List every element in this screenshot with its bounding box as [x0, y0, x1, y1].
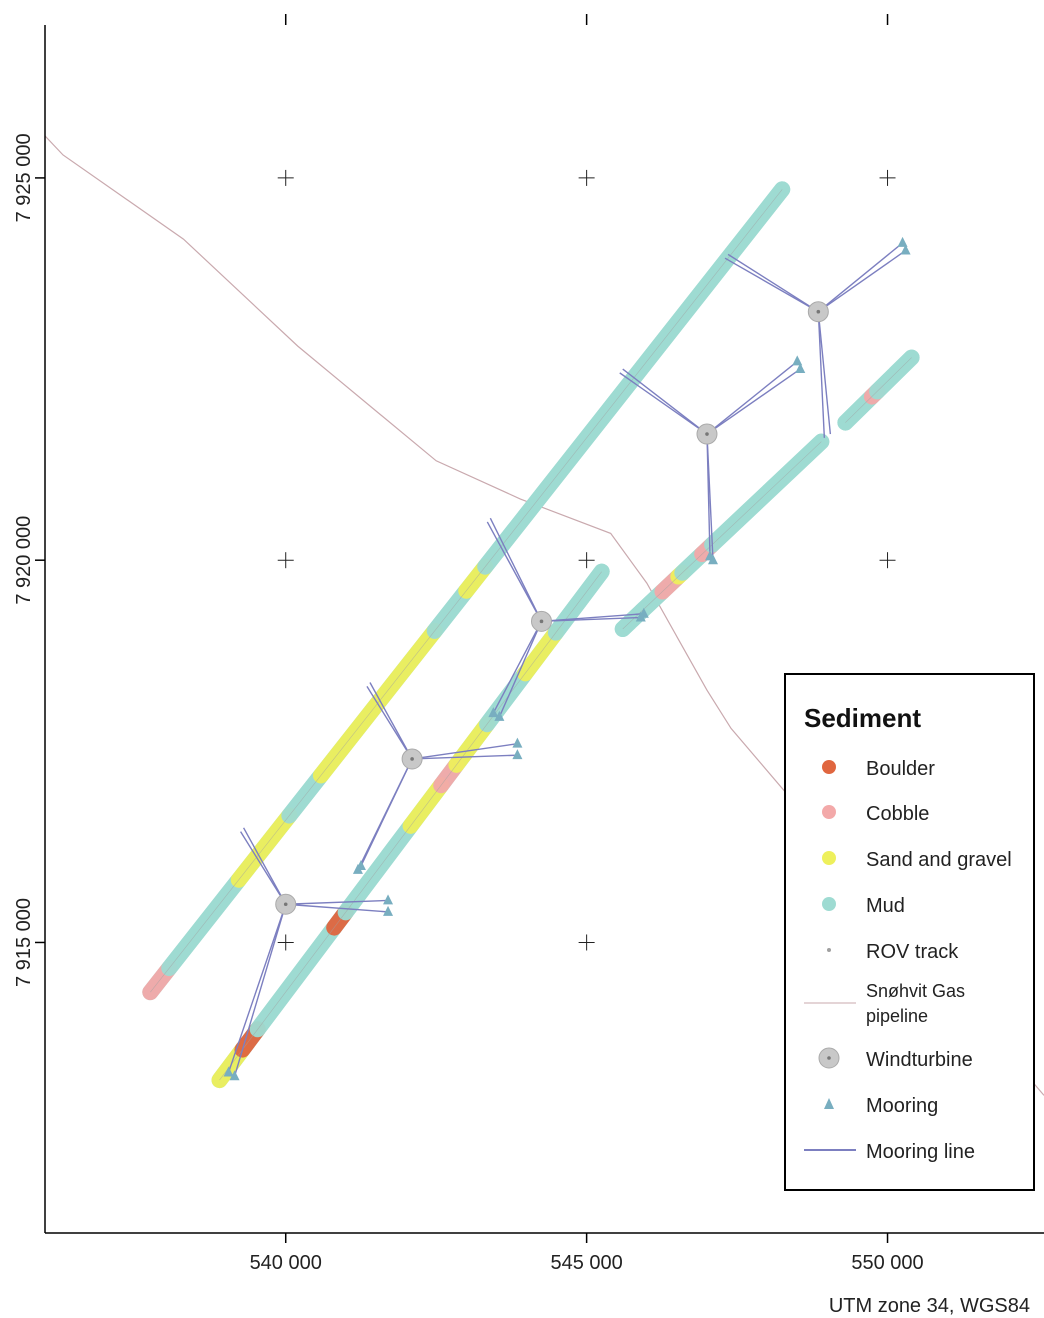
legend: Sediment Boulder Cobble Sand and gravel … — [784, 673, 1035, 1191]
mooring-line — [817, 311, 832, 435]
legend-cobble-label: Cobble — [866, 803, 929, 825]
pipeline-layer — [45, 135, 1044, 1096]
y-tick-label: 7 915 000 — [13, 898, 35, 987]
mooring-line — [727, 253, 819, 313]
mooring-line — [412, 742, 518, 760]
mooring-line — [227, 904, 287, 1073]
mooring-line — [619, 372, 708, 435]
mooring-2 — [383, 894, 394, 905]
mooring-line — [233, 904, 287, 1077]
mooring-8 — [512, 737, 523, 748]
mooring-line — [486, 521, 543, 622]
legend-windturbine-center — [827, 1056, 831, 1060]
plot-area — [45, 135, 1044, 1096]
mooring-line — [242, 827, 287, 905]
map-frame — [44, 25, 1044, 1234]
x-tick-label: 540 000 — [250, 1252, 322, 1274]
x-tick-label: 545 000 — [550, 1252, 622, 1274]
mooring-line — [541, 616, 641, 623]
mooring-line — [357, 758, 413, 871]
mooring-line — [622, 368, 708, 435]
legend-cobble-swatch — [822, 805, 836, 819]
mooring-5 — [352, 863, 363, 874]
legend-rov-swatch — [827, 948, 831, 952]
crs-label: UTM zone 34, WGS84 — [828, 1295, 1030, 1317]
mooring-line-layer — [227, 242, 906, 1077]
rov-track-line-2 — [622, 441, 822, 630]
legend-rov-label: ROV track — [866, 941, 959, 963]
y-tick-label: 7 920 000 — [13, 516, 35, 605]
mooring-line — [285, 899, 389, 905]
rov-track-line-3 — [845, 357, 912, 423]
mooring-line — [366, 685, 413, 760]
mooring-line — [817, 242, 904, 313]
mooring-line — [817, 311, 826, 438]
legend-mud-label: Mud — [866, 895, 905, 917]
mooring-16 — [897, 236, 908, 247]
mooring-line — [369, 682, 413, 760]
mooring-line — [489, 517, 543, 622]
legend-sand-swatch — [822, 851, 836, 865]
windturbine-center-3 — [705, 432, 709, 436]
legend-mooring-swatch — [824, 1098, 834, 1109]
mooring-line — [724, 257, 819, 313]
mooring-14 — [792, 355, 803, 366]
mooring-13 — [704, 550, 715, 561]
x-tick-label: 550 000 — [851, 1252, 923, 1274]
mooring-1 — [223, 1066, 234, 1077]
legend-mooring-line-label: Mooring line — [866, 1141, 975, 1163]
y-tick-label: 7 925 000 — [13, 133, 35, 222]
legend-mud-swatch — [822, 897, 836, 911]
mooring-0 — [229, 1070, 240, 1081]
mooring-layer — [223, 236, 911, 1081]
mooring-line — [285, 903, 389, 913]
rov-track-line-1 — [219, 571, 602, 1081]
legend-boulder-swatch — [822, 760, 836, 774]
windturbine-center-0 — [283, 902, 288, 907]
legend-pipeline-label-line1: Snøhvit Gas — [866, 981, 965, 1001]
legend-pipeline-label-line2: pipeline — [866, 1006, 928, 1026]
legend-mooring-label: Mooring — [866, 1095, 938, 1117]
windturbine-center-4 — [816, 309, 821, 314]
mooring-line — [498, 621, 543, 718]
legend-boulder-label: Boulder — [866, 758, 935, 780]
y-axis-ticks: 7 915 000 7 920 000 7 925 000 — [13, 133, 45, 987]
mooring-line — [412, 754, 518, 760]
mooring-17 — [900, 244, 911, 255]
mooring-7 — [494, 710, 505, 721]
rov-track-line-0 — [150, 189, 783, 993]
mooring-line — [706, 434, 711, 557]
mooring-3 — [383, 905, 394, 916]
mooring-line — [239, 831, 287, 905]
mooring-line — [706, 368, 801, 435]
mooring-9 — [512, 749, 523, 760]
windturbine-center-2 — [539, 619, 544, 624]
x-axis-ticks: 540 000 545 000 550 000 — [250, 14, 924, 1274]
mooring-15 — [795, 363, 806, 374]
mooring-line — [706, 360, 798, 435]
mooring-11 — [635, 611, 646, 622]
mooring-line — [492, 621, 543, 714]
legend-windturbine-label: Windturbine — [866, 1049, 973, 1071]
legend-sand-label: Sand and gravel — [866, 849, 1012, 871]
legend-title: Sediment — [804, 703, 921, 733]
mooring-6 — [488, 707, 499, 718]
mooring-line — [817, 249, 906, 313]
turbine-layer — [275, 301, 829, 915]
windturbine-center-1 — [410, 757, 414, 761]
snohvit-pipeline — [45, 135, 1044, 1096]
